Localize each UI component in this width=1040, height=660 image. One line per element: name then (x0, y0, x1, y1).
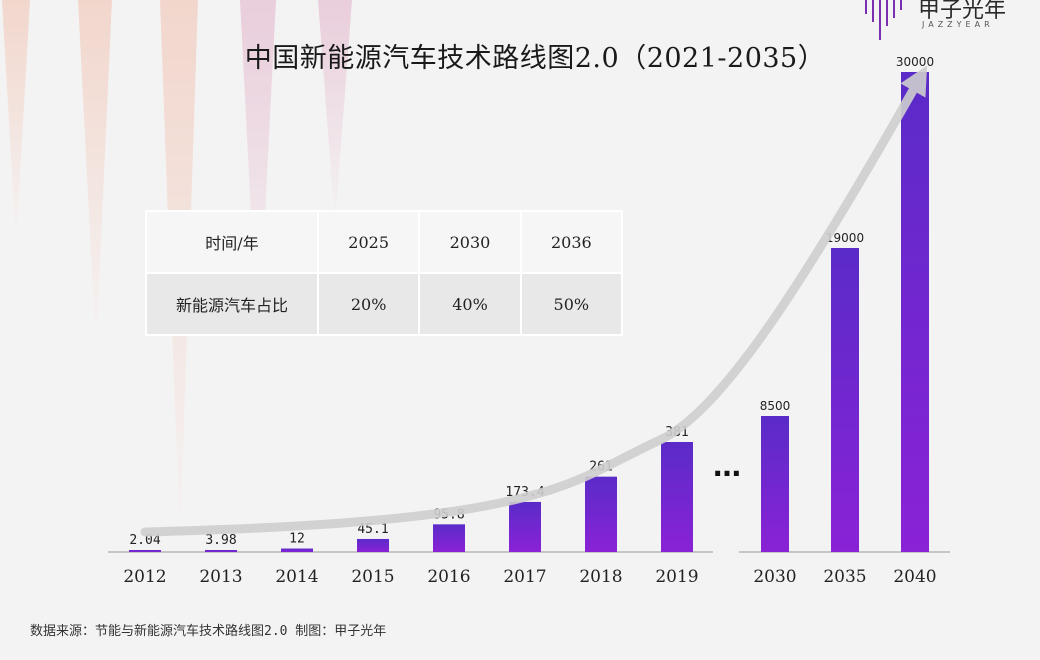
logo: 甲子光年 (918, 0, 1007, 23)
x-tick-label: 2030 (753, 567, 796, 587)
data-label: 2.04 (129, 533, 160, 548)
bar (831, 248, 859, 552)
x-tick-label: 2016 (427, 567, 470, 587)
x-tick-label: 2040 (893, 567, 936, 587)
x-tick-label: 2013 (199, 567, 242, 587)
table-header-row: 时间/年 2025 2030 2036 (145, 210, 624, 274)
table-header-cell: 2036 (519, 210, 624, 274)
ellipsis-mark: … (713, 450, 741, 483)
bar (761, 416, 789, 552)
table-cell: 20% (316, 272, 421, 336)
data-label: 12 (289, 532, 305, 547)
x-tick-label: 2017 (503, 567, 546, 587)
data-label: 3.98 (205, 533, 236, 548)
bar (509, 501, 541, 552)
table-header-cell: 2025 (316, 210, 421, 274)
trend-arrow (140, 65, 928, 537)
data-source-note: 数据来源：节能与新能源汽车技术路线图2.0 制图：甲子光年 (30, 624, 387, 639)
table-cell: 新能源汽车占比 (145, 272, 319, 336)
table-header-cell: 2030 (418, 210, 522, 274)
bar (661, 442, 693, 552)
bar (281, 548, 313, 552)
table-cell: 50% (519, 272, 624, 336)
logo-subtitle: JAZZYEAR (922, 20, 994, 29)
x-tick-label: 2035 (823, 567, 866, 587)
table-row: 新能源汽车占比 20% 40% 50% (145, 272, 624, 336)
data-label: 8500 (760, 399, 791, 413)
x-tick-label: 2015 (351, 567, 394, 587)
bar (357, 538, 389, 552)
chart-title: 中国新能源汽车技术路线图2.0（2021-2035） (244, 43, 826, 74)
ratio-table: 时间/年 2025 2030 2036 新能源汽车占比 20% 40% 50% (145, 210, 624, 336)
x-tick-label: 2014 (275, 567, 318, 587)
bar (433, 524, 465, 552)
x-tick-label: 2012 (123, 567, 166, 587)
data-label: 19000 (826, 231, 864, 245)
table-cell: 40% (418, 272, 522, 336)
data-label: 45.1 (357, 522, 388, 537)
bar (129, 550, 161, 552)
bar (205, 550, 237, 552)
bar (585, 476, 617, 552)
x-tick-label: 2019 (655, 567, 698, 587)
bar (901, 72, 929, 552)
x-tick-label: 2018 (579, 567, 622, 587)
table-header-cell: 时间/年 (145, 210, 319, 274)
